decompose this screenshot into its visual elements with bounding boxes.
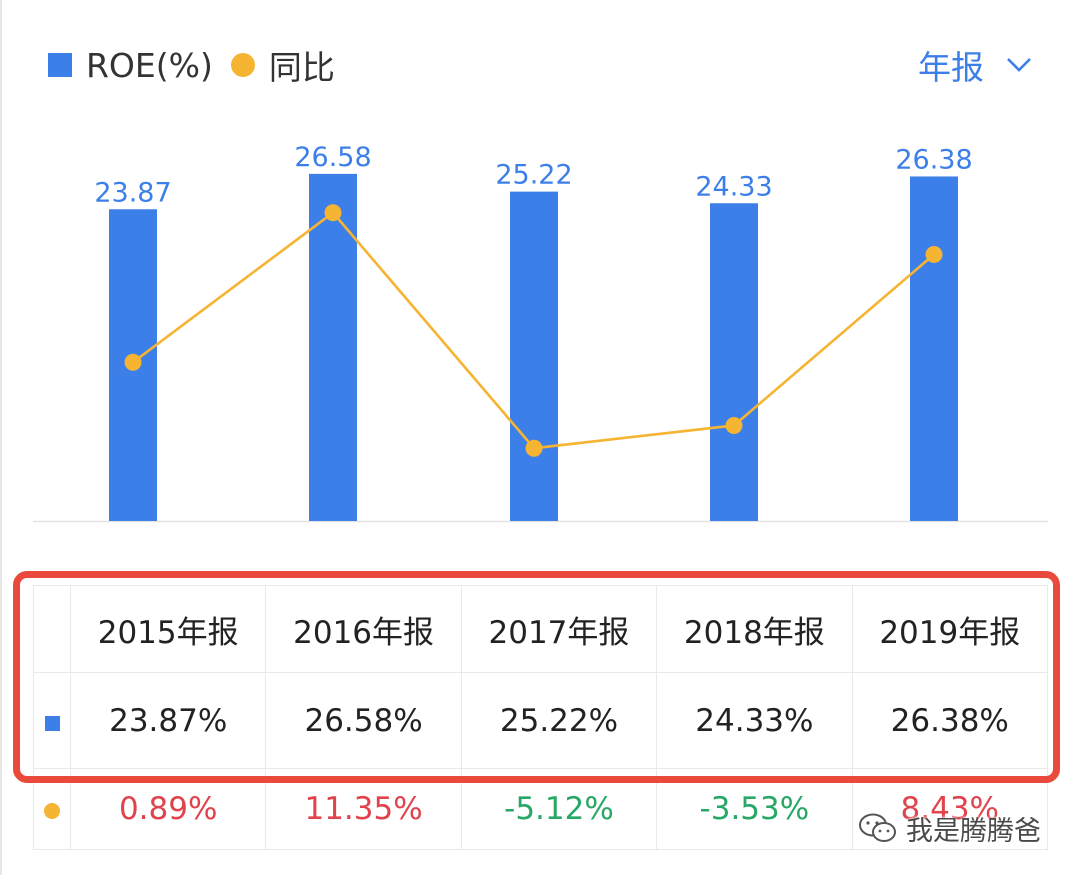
roe-row-marker [33, 672, 71, 769]
roe-bar [710, 203, 758, 522]
data-table: 2015年报 2016年报 2017年报 2018年报 2019年报 23.87… [33, 585, 1049, 850]
roe-bar-value-label: 26.38 [895, 144, 972, 175]
yoy-row-marker [33, 768, 71, 850]
table-header-cell: 2016年报 [265, 585, 462, 673]
roe-bar-value-label: 26.58 [294, 142, 371, 173]
roe-cell: 26.58% [265, 672, 462, 769]
yoy-legend-swatch [230, 53, 255, 77]
period-selector[interactable]: 年报 [918, 40, 1032, 90]
watermark-text: 我是腾腾爸 [906, 815, 1041, 847]
table-header-cell: 2015年报 [69, 585, 267, 673]
header-marker-cell [33, 585, 71, 673]
watermark: 我是腾腾爸 [858, 806, 1041, 850]
yoy-point [525, 439, 543, 457]
table-header-cell: 2019年报 [851, 585, 1049, 673]
yoy-point [324, 204, 342, 222]
roe-cell: 24.33% [656, 672, 853, 769]
roe-bar [510, 191, 558, 521]
period-selector-label: 年报 [918, 48, 984, 87]
yoy-cell: -5.12% [460, 768, 658, 850]
yoy-row-swatch [44, 803, 60, 819]
roe-row: 23.87% 26.58% 25.22% 24.33% 26.38% [33, 672, 1049, 769]
roe-row-swatch [44, 715, 60, 731]
chevron-down-icon [1007, 58, 1031, 72]
roe-combo-chart: 23.87 26.58 25.22 24.33 26.38 [33, 142, 1048, 523]
yoy-legend-label: 同比 [268, 48, 335, 87]
roe-legend-label: ROE(%) [86, 45, 213, 85]
yoy-point [725, 416, 743, 434]
yoy-cell: -3.53% [656, 768, 853, 850]
roe-cell: 25.22% [460, 672, 658, 769]
roe-legend-swatch [48, 53, 72, 77]
yoy-point [925, 245, 943, 263]
chart-legend: ROE(%) 同比 [48, 40, 335, 90]
roe-cell: 26.38% [851, 672, 1049, 769]
roe-bar-value-label: 23.87 [94, 177, 171, 208]
roe-cell: 23.87% [69, 672, 267, 769]
table-header-cell: 2017年报 [460, 585, 658, 673]
table-header-cell: 2018年报 [656, 585, 853, 673]
yoy-cell: 11.35% [265, 768, 462, 850]
table-header-row: 2015年报 2016年报 2017年报 2018年报 2019年报 [33, 585, 1049, 673]
roe-bar-value-label: 24.33 [695, 171, 772, 202]
wechat-icon [859, 813, 896, 842]
yoy-point [124, 353, 142, 371]
roe-bar [910, 176, 958, 521]
roe-bar-value-label: 25.22 [495, 160, 572, 191]
yoy-cell: 0.89% [69, 768, 267, 850]
left-edge-divider [0, 0, 2, 875]
